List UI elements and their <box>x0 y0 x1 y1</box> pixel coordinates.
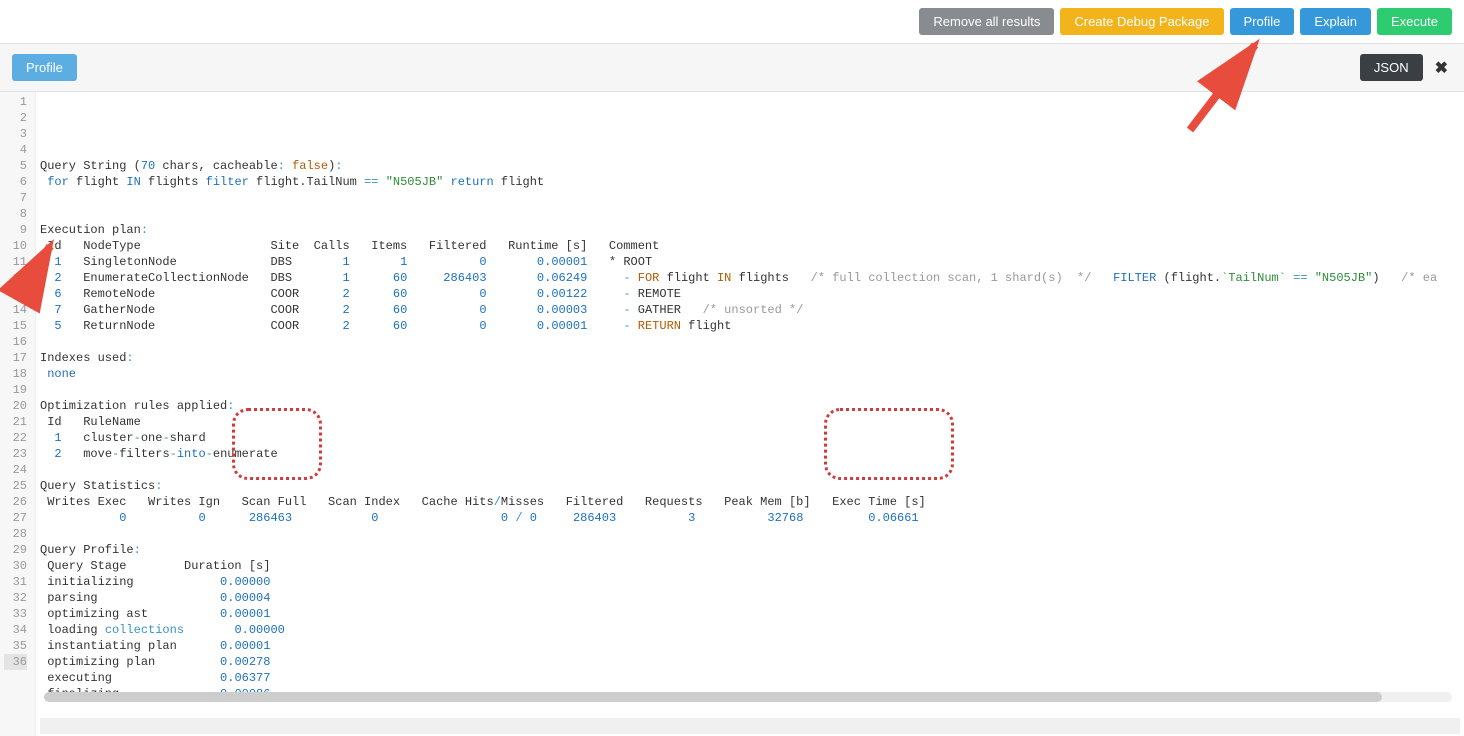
line-number: 9 <box>4 222 27 238</box>
code-line: executing 0.06377 <box>40 670 1460 686</box>
scrollbar-thumb[interactable] <box>44 692 1382 702</box>
code-line: 5 ReturnNode COOR 2 60 0 0.00001 - RETUR… <box>40 318 1460 334</box>
code-line: 1 cluster-one-shard <box>40 430 1460 446</box>
line-number: 16 <box>4 334 27 350</box>
code-line: instantiating plan 0.00001 <box>40 638 1460 654</box>
line-number: 11 <box>4 254 27 270</box>
code-line: optimizing plan 0.00278 <box>40 654 1460 670</box>
code-line: 2 move-filters-into-enumerate <box>40 446 1460 462</box>
code-area[interactable]: Query String (70 chars, cacheable: false… <box>36 92 1464 736</box>
line-number: 32 <box>4 590 27 606</box>
line-number: 13 <box>4 286 27 302</box>
line-number: 8 <box>4 206 27 222</box>
code-line <box>40 190 1460 206</box>
line-number: 3 <box>4 126 27 142</box>
code-line: initializing 0.00000 <box>40 574 1460 590</box>
json-button[interactable]: JSON <box>1360 54 1423 81</box>
line-number: 35 <box>4 638 27 654</box>
line-number: 7 <box>4 190 27 206</box>
code-line: 1 SingletonNode DBS 1 1 0 0.00001 * ROOT <box>40 254 1460 270</box>
profile-button[interactable]: Profile <box>1230 8 1295 35</box>
code-line <box>40 718 1460 734</box>
code-line <box>40 206 1460 222</box>
line-number: 14 <box>4 302 27 318</box>
execute-button[interactable]: Execute <box>1377 8 1452 35</box>
code-line: 0 0 286463 0 0 / 0 286403 3 32768 0.0666… <box>40 510 1460 526</box>
code-line: optimizing ast 0.00001 <box>40 606 1460 622</box>
code-line: 7 GatherNode COOR 2 60 0 0.00003 - GATHE… <box>40 302 1460 318</box>
code-line: Execution plan: <box>40 222 1460 238</box>
line-gutter: 1234567891011121314151617181920212223242… <box>0 92 36 736</box>
line-number: 26 <box>4 494 27 510</box>
line-number: 33 <box>4 606 27 622</box>
remove-results-button[interactable]: Remove all results <box>919 8 1054 35</box>
code-line: parsing 0.00004 <box>40 590 1460 606</box>
line-number: 5 <box>4 158 27 174</box>
line-number: 20 <box>4 398 27 414</box>
line-number: 2 <box>4 110 27 126</box>
line-number: 29 <box>4 542 27 558</box>
line-number: 27 <box>4 510 27 526</box>
explain-button[interactable]: Explain <box>1300 8 1371 35</box>
code-line: 6 RemoteNode COOR 2 60 0 0.00122 - REMOT… <box>40 286 1460 302</box>
line-number: 10 <box>4 238 27 254</box>
code-line: Query String (70 chars, cacheable: false… <box>40 158 1460 174</box>
code-line: Query Statistics: <box>40 478 1460 494</box>
line-number: 17 <box>4 350 27 366</box>
line-number: 6 <box>4 174 27 190</box>
line-number: 34 <box>4 622 27 638</box>
code-line <box>40 526 1460 542</box>
top-toolbar: Remove all results Create Debug Package … <box>0 0 1464 44</box>
code-line <box>40 382 1460 398</box>
line-number: 1 <box>4 94 27 110</box>
line-number: 19 <box>4 382 27 398</box>
line-number: 31 <box>4 574 27 590</box>
line-number: 12 <box>4 270 27 286</box>
code-line: Query Stage Duration [s] <box>40 558 1460 574</box>
code-line: loading collections 0.00000 <box>40 622 1460 638</box>
code-line: Indexes used: <box>40 350 1460 366</box>
code-line: Writes Exec Writes Ign Scan Full Scan In… <box>40 494 1460 510</box>
code-line: for flight IN flights filter flight.Tail… <box>40 174 1460 190</box>
code-line: 2 EnumerateCollectionNode DBS 1 60 28640… <box>40 270 1460 286</box>
close-icon[interactable]: ✖ <box>1431 58 1452 78</box>
create-debug-package-button[interactable]: Create Debug Package <box>1060 8 1223 35</box>
code-line: Query Profile: <box>40 542 1460 558</box>
code-line <box>40 702 1460 718</box>
line-number: 21 <box>4 414 27 430</box>
line-number: 30 <box>4 558 27 574</box>
code-line: Optimization rules applied: <box>40 398 1460 414</box>
profile-tab-button[interactable]: Profile <box>12 54 77 81</box>
line-number: 15 <box>4 318 27 334</box>
line-number: 23 <box>4 446 27 462</box>
line-number: 28 <box>4 526 27 542</box>
line-number: 18 <box>4 366 27 382</box>
line-number: 22 <box>4 430 27 446</box>
code-line: none <box>40 366 1460 382</box>
code-line <box>40 462 1460 478</box>
code-line: Id RuleName <box>40 414 1460 430</box>
line-number: 36 <box>4 654 27 670</box>
line-number: 25 <box>4 478 27 494</box>
code-editor[interactable]: 1234567891011121314151617181920212223242… <box>0 92 1464 736</box>
horizontal-scrollbar[interactable] <box>44 692 1452 702</box>
line-number: 24 <box>4 462 27 478</box>
code-line <box>40 334 1460 350</box>
results-subbar: Profile JSON ✖ <box>0 44 1464 92</box>
code-line: Id NodeType Site Calls Items Filtered Ru… <box>40 238 1460 254</box>
line-number: 4 <box>4 142 27 158</box>
